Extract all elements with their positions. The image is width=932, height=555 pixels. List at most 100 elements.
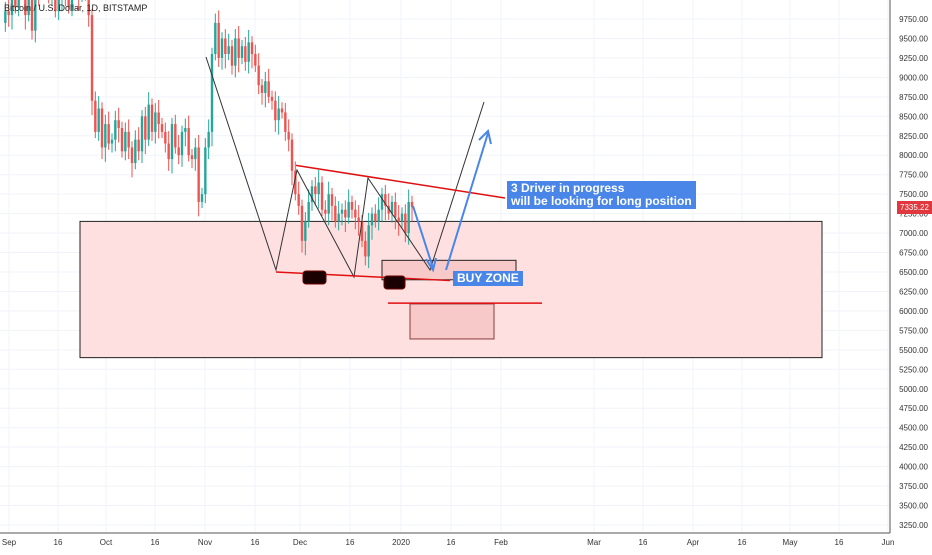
candle-body [17,0,20,8]
candle-body [344,209,347,218]
y-tick-label: 9250.00 [899,54,928,63]
candle-body [357,217,360,222]
y-tick-label: 3250.00 [899,521,928,530]
candle-body [270,96,274,101]
candle-body [4,11,7,23]
candle-body [187,127,190,156]
candle-body [87,0,90,16]
candle-body [27,0,30,16]
candle-body [110,139,114,144]
candle-body [234,38,237,66]
candle-body [194,147,197,160]
candle-body [280,108,284,113]
x-tick-label: Oct [100,538,113,547]
candle-body [400,213,404,222]
candle-body [374,213,377,222]
candle-body [304,221,307,241]
candle-body [314,186,317,195]
y-tick-label: 9750.00 [899,15,928,24]
candle-body [340,209,344,214]
candle-body [54,0,57,12]
candle-body [90,15,94,101]
driver-callout-line2: will be looking for long position [511,194,692,208]
three-drive-pattern [205,56,485,279]
candle-body [244,46,247,62]
x-tick-label: Nov [198,538,212,547]
candle-body [130,147,134,164]
candle-body [260,85,264,93]
y-tick-label: 6250.00 [899,287,928,296]
candle-body [204,147,207,195]
candle-body [330,194,334,206]
x-tick-label: 16 [251,538,260,547]
y-tick-label: 6500.00 [899,268,928,277]
candle-body [317,182,320,195]
candle-body [140,116,144,152]
candle-body [227,46,230,55]
y-tick-label: 8500.00 [899,112,928,121]
y-tick-label: 8750.00 [899,93,928,102]
candle-body [404,213,407,234]
buy-zone-label[interactable]: BUY ZONE [453,271,523,286]
y-tick-label: 6750.00 [899,249,928,258]
candle-body [397,217,400,222]
y-tick-label: 4750.00 [899,404,928,413]
x-tick-label: 16 [639,538,648,547]
x-tick-label: Sep [2,538,17,547]
candle-body [57,0,60,12]
candle-body [347,201,350,218]
y-tick-label: 6000.00 [899,307,928,316]
candle-body [124,131,127,152]
candle-body [300,205,304,241]
x-tick-label: May [782,538,797,547]
y-tick-label: 4500.00 [899,424,928,433]
candle-body [394,201,397,218]
candle-body [247,42,250,62]
candle-body [380,194,384,210]
candle-body [30,0,34,31]
candle-body [97,108,100,132]
y-tick-label: 8000.00 [899,151,928,160]
x-tick-label: Apr [687,538,700,547]
candle-body [240,46,244,58]
marker-right [383,275,406,290]
candle-body [104,124,107,148]
candle-body [254,54,257,66]
target-box [409,303,495,340]
driver-callout[interactable]: 3 Driver in progress will be looking for… [507,181,696,209]
candle-body [167,143,170,160]
candle-body [354,209,357,218]
candle-body [360,221,364,241]
drawings [205,56,542,304]
candle-body [190,155,194,160]
candle-body [184,127,187,132]
candle-body [170,124,174,160]
candle-body [324,209,327,214]
candle-body [224,38,227,55]
x-tick-label: 16 [447,538,456,547]
y-tick-label: 5000.00 [899,385,928,394]
candle-body [250,42,254,55]
candle-body [257,65,260,86]
down-arrow [412,205,437,273]
candle-body [230,46,234,66]
y-tick-label: 3750.00 [899,482,928,491]
candle-body [390,201,394,214]
y-tick-label: 7000.00 [899,229,928,238]
candle-body [310,186,314,202]
candle-body [350,201,354,210]
y-tick-label: 5250.00 [899,365,928,374]
candle-body [237,38,240,58]
candle-body [207,131,210,148]
candle-body [200,194,204,202]
last-price-tag: 7335.22 [897,201,932,214]
candle-body [407,201,410,234]
candle-body [277,108,280,121]
candle-body [100,108,104,148]
y-tick-label: 7750.00 [899,171,928,180]
marker-left [302,270,327,285]
candle-body [24,0,27,16]
candle-body [114,120,117,140]
